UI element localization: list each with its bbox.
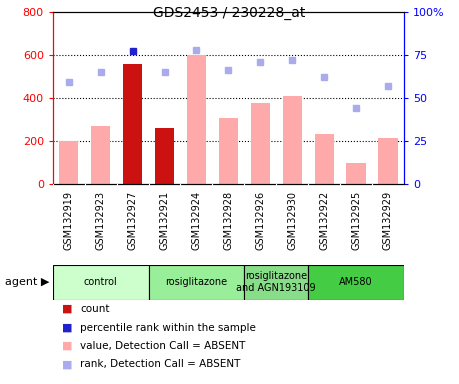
Text: GSM132929: GSM132929 <box>383 191 393 250</box>
Text: ■: ■ <box>62 341 73 351</box>
Bar <box>123 65 142 184</box>
Bar <box>251 103 270 184</box>
Bar <box>155 128 174 184</box>
Text: percentile rank within the sample: percentile rank within the sample <box>80 323 256 333</box>
Text: GSM132925: GSM132925 <box>351 191 361 250</box>
Bar <box>347 163 366 184</box>
Text: GDS2453 / 230228_at: GDS2453 / 230228_at <box>153 6 306 20</box>
Text: GSM132924: GSM132924 <box>191 191 202 250</box>
Bar <box>91 126 110 184</box>
Text: GSM132926: GSM132926 <box>255 191 265 250</box>
Text: ■: ■ <box>62 304 73 314</box>
Text: AM580: AM580 <box>339 277 373 287</box>
Text: value, Detection Call = ABSENT: value, Detection Call = ABSENT <box>80 341 246 351</box>
Text: control: control <box>84 277 118 287</box>
Bar <box>149 265 244 300</box>
Bar <box>187 55 206 184</box>
Text: agent ▶: agent ▶ <box>5 277 49 287</box>
Text: GSM132922: GSM132922 <box>319 191 329 250</box>
Text: ■: ■ <box>62 359 73 369</box>
Text: GSM132927: GSM132927 <box>128 191 138 250</box>
Bar <box>378 138 397 184</box>
Text: ■: ■ <box>62 323 73 333</box>
Text: rosiglitazone: rosiglitazone <box>165 277 228 287</box>
Text: GSM132921: GSM132921 <box>160 191 169 250</box>
Text: rank, Detection Call = ABSENT: rank, Detection Call = ABSENT <box>80 359 241 369</box>
Bar <box>53 265 149 300</box>
Bar <box>244 265 308 300</box>
Text: count: count <box>80 304 110 314</box>
Text: GSM132928: GSM132928 <box>224 191 233 250</box>
Text: rosiglitazone
and AGN193109: rosiglitazone and AGN193109 <box>236 271 316 293</box>
Text: GSM132923: GSM132923 <box>95 191 106 250</box>
Bar <box>59 141 78 184</box>
Bar <box>308 265 404 300</box>
Bar <box>314 134 334 184</box>
Text: GSM132930: GSM132930 <box>287 191 297 250</box>
Bar <box>219 118 238 184</box>
Text: GSM132919: GSM132919 <box>64 191 74 250</box>
Bar <box>283 96 302 184</box>
